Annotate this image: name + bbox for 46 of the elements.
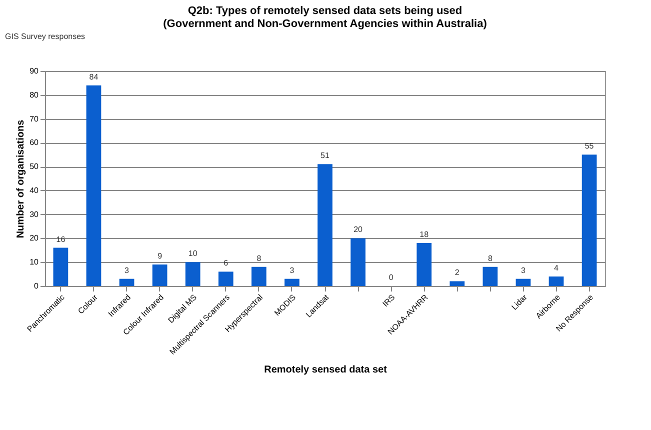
data-label: 8 bbox=[256, 254, 262, 263]
data-label: 3 bbox=[124, 266, 130, 275]
data-label: 9 bbox=[158, 252, 163, 260]
y-tick-label: 60 bbox=[30, 138, 40, 148]
bar bbox=[284, 278, 300, 286]
bar bbox=[548, 276, 564, 286]
bar bbox=[218, 272, 234, 286]
data-label: 4 bbox=[554, 263, 560, 272]
y-tick-label: 40 bbox=[30, 186, 40, 195]
text: Q2b: Types of remotely sensed data sets being used bbox=[188, 5, 462, 17]
bar bbox=[516, 278, 531, 286]
bar bbox=[251, 266, 266, 286]
y-tick-label: 50 bbox=[30, 162, 40, 172]
data-label: 0 bbox=[388, 273, 394, 282]
data-label: 84 bbox=[89, 72, 99, 82]
bar bbox=[318, 164, 332, 286]
y-tick-label: 90 bbox=[30, 66, 40, 76]
data-label: 3 bbox=[290, 266, 295, 275]
y-tick-label: 30 bbox=[30, 210, 40, 219]
bar bbox=[53, 248, 68, 286]
y-tick-label: 70 bbox=[30, 114, 40, 124]
y-tick-label: 10 bbox=[30, 258, 40, 267]
data-label: 2 bbox=[454, 268, 460, 278]
text: (Government and Non-Government Agencies within Australia) bbox=[163, 18, 487, 30]
bar bbox=[482, 266, 498, 286]
bar bbox=[350, 238, 366, 286]
y-tick-label: 20 bbox=[30, 234, 40, 243]
bar bbox=[152, 264, 168, 286]
data-label: 10 bbox=[188, 249, 198, 258]
text: GIS Survey responses bbox=[5, 32, 86, 41]
y-axis-title: Number of organisations bbox=[16, 119, 27, 238]
data-label: 55 bbox=[584, 142, 594, 151]
bar bbox=[450, 281, 465, 286]
y-tick-label: 0 bbox=[34, 282, 40, 290]
bar bbox=[416, 243, 432, 286]
bar bbox=[86, 85, 102, 286]
bar bbox=[185, 262, 200, 286]
bar bbox=[582, 154, 597, 286]
x-axis-title: Remotely sensed data set bbox=[264, 364, 388, 376]
data-label: 20 bbox=[354, 225, 364, 234]
data-label: 3 bbox=[521, 266, 526, 275]
data-label: 51 bbox=[320, 151, 330, 160]
bar bbox=[119, 278, 134, 286]
data-label: 8 bbox=[488, 254, 493, 263]
y-tick-label: 80 bbox=[30, 90, 40, 100]
data-label: 18 bbox=[420, 230, 430, 239]
